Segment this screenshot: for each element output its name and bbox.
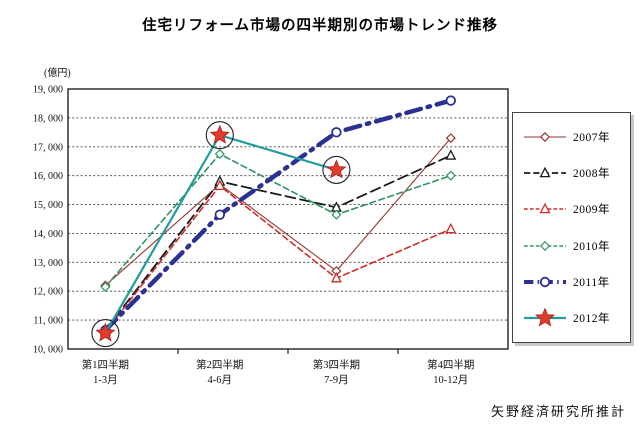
marker-star (534, 307, 556, 327)
y-axis-unit-label: (億円) (44, 66, 71, 79)
legend-sample (524, 307, 566, 327)
x-category-sublabel: 1-3月 (93, 374, 118, 386)
legend-label: 2010年 (573, 240, 610, 253)
marker-triangle (445, 222, 457, 234)
legend-sample (524, 240, 566, 251)
marker-star (326, 159, 347, 179)
legend-label: 2008年 (573, 168, 610, 181)
y-tick-label: 12, 000 (33, 287, 63, 298)
legend-label: 2012年 (573, 312, 610, 325)
x-category-sublabel: 4-6月 (208, 374, 233, 386)
x-category-label: 第1四半期 (82, 358, 129, 371)
legend-label: 2011年 (573, 276, 610, 289)
y-tick-label: 14, 000 (33, 229, 63, 240)
marker-circle (445, 95, 457, 106)
marker-star (95, 322, 116, 342)
legend: 2007年 2008年 2009年 2010年 2011年 2012年 (512, 112, 631, 343)
series-line-2008年 (104, 154, 452, 332)
y-tick-label: 18, 000 (33, 113, 63, 124)
series-line-2009年 (104, 184, 452, 333)
marker-diamond (539, 240, 551, 251)
legend-sample (524, 276, 566, 287)
y-tick-label: 11, 000 (33, 316, 63, 327)
y-tick-label: 17, 000 (33, 142, 63, 153)
x-category-sublabel: 10-12月 (433, 374, 468, 386)
series-line-2010年 (104, 152, 452, 288)
series-line-2011年 (103, 98, 454, 333)
legend-item-2007年: 2007年 (513, 127, 630, 147)
marker-triangle (539, 203, 551, 214)
legend-label: 2007年 (573, 132, 610, 145)
marker-diamond (539, 132, 551, 143)
legend-sample (524, 132, 566, 143)
marker-diamond (214, 148, 225, 160)
legend-item-2012年: 2012年 (513, 307, 630, 328)
y-tick-label: 19, 000 (33, 85, 63, 96)
legend-sample (524, 167, 566, 178)
marker-circle (214, 209, 226, 220)
highlight-circle (91, 319, 120, 348)
marker-triangle (214, 179, 226, 191)
plot-frame (67, 88, 509, 350)
y-tick-label: 13, 000 (33, 258, 63, 269)
y-tick-label: 10, 000 (33, 345, 63, 356)
x-category-label: 第4四半期 (427, 358, 474, 371)
y-tick-label: 16, 000 (33, 171, 63, 182)
x-category-label: 第3四半期 (313, 358, 360, 371)
marker-triangle (445, 149, 457, 160)
marker-diamond (331, 209, 342, 220)
x-category-sublabel: 7-9月 (324, 374, 349, 386)
legend-label: 2009年 (573, 204, 610, 217)
legend-sample (524, 203, 566, 214)
marker-circle (539, 276, 551, 287)
x-category-label: 第2四半期 (196, 358, 243, 371)
chart-title: 住宅リフォーム市場の四半期別の市場トレンド推移 (141, 18, 499, 34)
marker-diamond (445, 170, 456, 181)
series-line-2012年 (104, 133, 338, 335)
marker-star (209, 124, 230, 144)
legend-item-2009年: 2009年 (513, 199, 630, 219)
legend-item-2008年: 2008年 (513, 163, 630, 183)
legend-item-2010年: 2010年 (513, 236, 630, 256)
highlight-circle (205, 121, 234, 150)
y-tick-label: 15, 000 (33, 200, 63, 211)
highlight-circle (322, 155, 351, 184)
marker-triangle (539, 167, 551, 178)
legend-item-2011年: 2011年 (513, 272, 630, 292)
marker-diamond (445, 133, 456, 144)
marker-triangle (330, 272, 342, 283)
marker-diamond (100, 281, 111, 292)
source-note: 矢野経済研究所推計 (490, 404, 626, 419)
marker-circle (331, 127, 342, 138)
